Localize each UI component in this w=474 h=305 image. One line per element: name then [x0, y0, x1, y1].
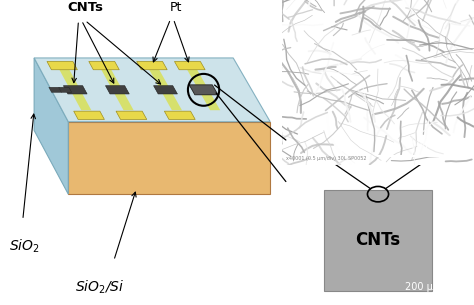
Text: 200 μm: 200 μm: [405, 282, 443, 292]
Polygon shape: [137, 61, 167, 70]
Text: SiO$_2$: SiO$_2$: [290, 285, 315, 300]
Polygon shape: [47, 61, 77, 70]
Text: Pt: Pt: [170, 2, 182, 14]
Text: SiO$_2$/Si: SiO$_2$/Si: [75, 278, 124, 296]
Polygon shape: [174, 61, 205, 70]
Polygon shape: [187, 70, 220, 110]
Polygon shape: [101, 70, 134, 110]
Polygon shape: [189, 85, 218, 95]
Polygon shape: [59, 70, 91, 110]
Text: SiO$_2$: SiO$_2$: [9, 238, 39, 255]
Polygon shape: [191, 86, 216, 94]
Polygon shape: [154, 86, 177, 94]
Polygon shape: [49, 87, 62, 92]
Text: x40001 (0.5 μm/div) 30L SP0052: x40001 (0.5 μm/div) 30L SP0052: [286, 156, 366, 161]
Text: CNTs: CNTs: [356, 231, 401, 249]
Polygon shape: [73, 111, 104, 120]
Polygon shape: [34, 58, 68, 194]
Polygon shape: [89, 61, 119, 70]
Text: 500 nm: 500 nm: [405, 141, 439, 150]
Polygon shape: [64, 86, 87, 94]
Polygon shape: [324, 190, 432, 291]
Polygon shape: [68, 122, 270, 194]
Polygon shape: [149, 70, 182, 110]
Text: CNTs: CNTs: [67, 2, 103, 14]
Polygon shape: [116, 111, 147, 120]
Polygon shape: [34, 58, 270, 122]
Polygon shape: [105, 86, 129, 94]
Polygon shape: [164, 111, 195, 120]
Polygon shape: [59, 87, 72, 92]
